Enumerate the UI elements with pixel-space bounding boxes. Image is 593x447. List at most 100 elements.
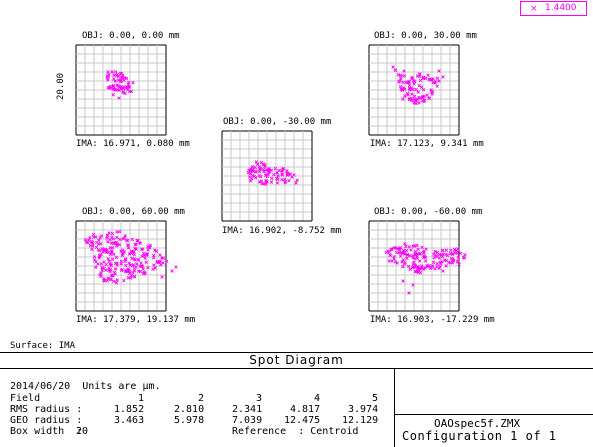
info-box-rule (394, 414, 593, 415)
ray-spot (411, 256, 415, 260)
rms-value: 2.810 (174, 404, 205, 415)
ray-spot (120, 251, 125, 256)
ray-spot (92, 255, 97, 259)
spot-panel-1 (75, 44, 167, 136)
ray-spot (146, 265, 150, 270)
ray-spot (99, 262, 104, 266)
ray-spot (401, 249, 406, 253)
ray-spot (413, 252, 418, 257)
ray-spot (398, 254, 403, 258)
ray-spot (154, 249, 159, 253)
ray-spot (91, 232, 96, 237)
ray-spot (435, 250, 440, 255)
ray-spot (119, 262, 123, 266)
rms-value: 3.974 (348, 404, 379, 415)
ray-spot (398, 79, 402, 83)
ray-spot (407, 97, 412, 102)
spot-cloud (246, 160, 299, 186)
date-units: 2014/06/20 Units are µm. (10, 381, 161, 392)
ray-spot (438, 265, 442, 269)
ray-spot (170, 269, 174, 273)
ray-spot (141, 251, 146, 256)
box-label: Box width : (10, 426, 83, 437)
ray-spot (410, 92, 414, 96)
ray-spot (264, 173, 268, 177)
ray-spot (405, 253, 410, 257)
ray-spot (143, 256, 147, 260)
ray-spot (106, 257, 110, 261)
ray-spot (94, 235, 98, 239)
ray-spot (455, 248, 459, 253)
ray-spot (407, 245, 412, 249)
ray-spot (402, 69, 406, 73)
spot-cloud (83, 229, 178, 285)
plot-title: Spot Diagram (249, 353, 344, 367)
ray-spot (118, 237, 122, 242)
ray-spot (90, 240, 94, 245)
ray-spot (435, 261, 439, 266)
ray-spot (257, 180, 262, 184)
ray-spot (126, 246, 131, 250)
ray-spot (94, 245, 99, 250)
info-divider (394, 368, 395, 447)
ray-spot (386, 249, 390, 253)
obj-label-4: OBJ: 0.00, 60.00 mm (82, 207, 185, 217)
ray-spot (113, 79, 117, 83)
ray-spot (403, 252, 407, 256)
ray-spot (119, 86, 124, 91)
ray-spot (403, 94, 407, 98)
ray-spot (106, 276, 110, 281)
ray-spot (412, 94, 417, 99)
ray-spot (143, 271, 147, 276)
ray-spot (408, 267, 412, 271)
ray-spot (141, 247, 145, 251)
ima-label-5: IMA: 16.903, -17.229 mm (370, 315, 495, 325)
ray-spot (406, 93, 410, 97)
ray-spot (282, 177, 287, 182)
ray-spot (417, 101, 421, 105)
ray-spot (420, 266, 424, 271)
ray-spot (437, 69, 441, 73)
ray-spot (131, 80, 135, 85)
ray-spot (423, 255, 428, 259)
ray-spot (153, 266, 157, 270)
ray-spot (406, 264, 411, 269)
ray-spot (112, 241, 117, 245)
ray-spot (433, 249, 437, 254)
ray-spot (409, 248, 413, 252)
ray-spot (393, 68, 398, 73)
ray-spot (164, 259, 169, 264)
ray-spot (449, 256, 454, 261)
ray-spot (160, 256, 164, 260)
ray-spot (413, 256, 417, 261)
ray-spot (133, 242, 137, 247)
ray-spot (99, 271, 103, 275)
ray-spot (248, 175, 252, 179)
ray-spot (458, 251, 463, 255)
ray-spot (399, 76, 403, 81)
ray-spot (254, 169, 258, 174)
ray-spot (430, 264, 435, 268)
ray-spot (109, 249, 114, 253)
ray-spot (160, 275, 164, 279)
ray-spot (412, 97, 417, 101)
ray-spot (132, 252, 136, 257)
field-value: 1 (138, 393, 145, 404)
ray-spot (452, 247, 457, 252)
ray-spot (117, 96, 121, 100)
ray-spot (412, 244, 417, 248)
spot-panel-5 (368, 220, 467, 312)
ray-spot (110, 257, 115, 261)
ray-spot (402, 74, 407, 78)
ray-spot (139, 261, 143, 265)
ray-spot (105, 278, 109, 283)
ray-spot (140, 254, 144, 258)
ray-spot (107, 72, 111, 77)
ray-spot (262, 182, 266, 186)
ray-spot (174, 265, 178, 269)
ray-spot (280, 172, 284, 176)
spot-cloud (105, 70, 135, 100)
ray-spot (153, 248, 157, 252)
ray-spot (104, 262, 108, 267)
